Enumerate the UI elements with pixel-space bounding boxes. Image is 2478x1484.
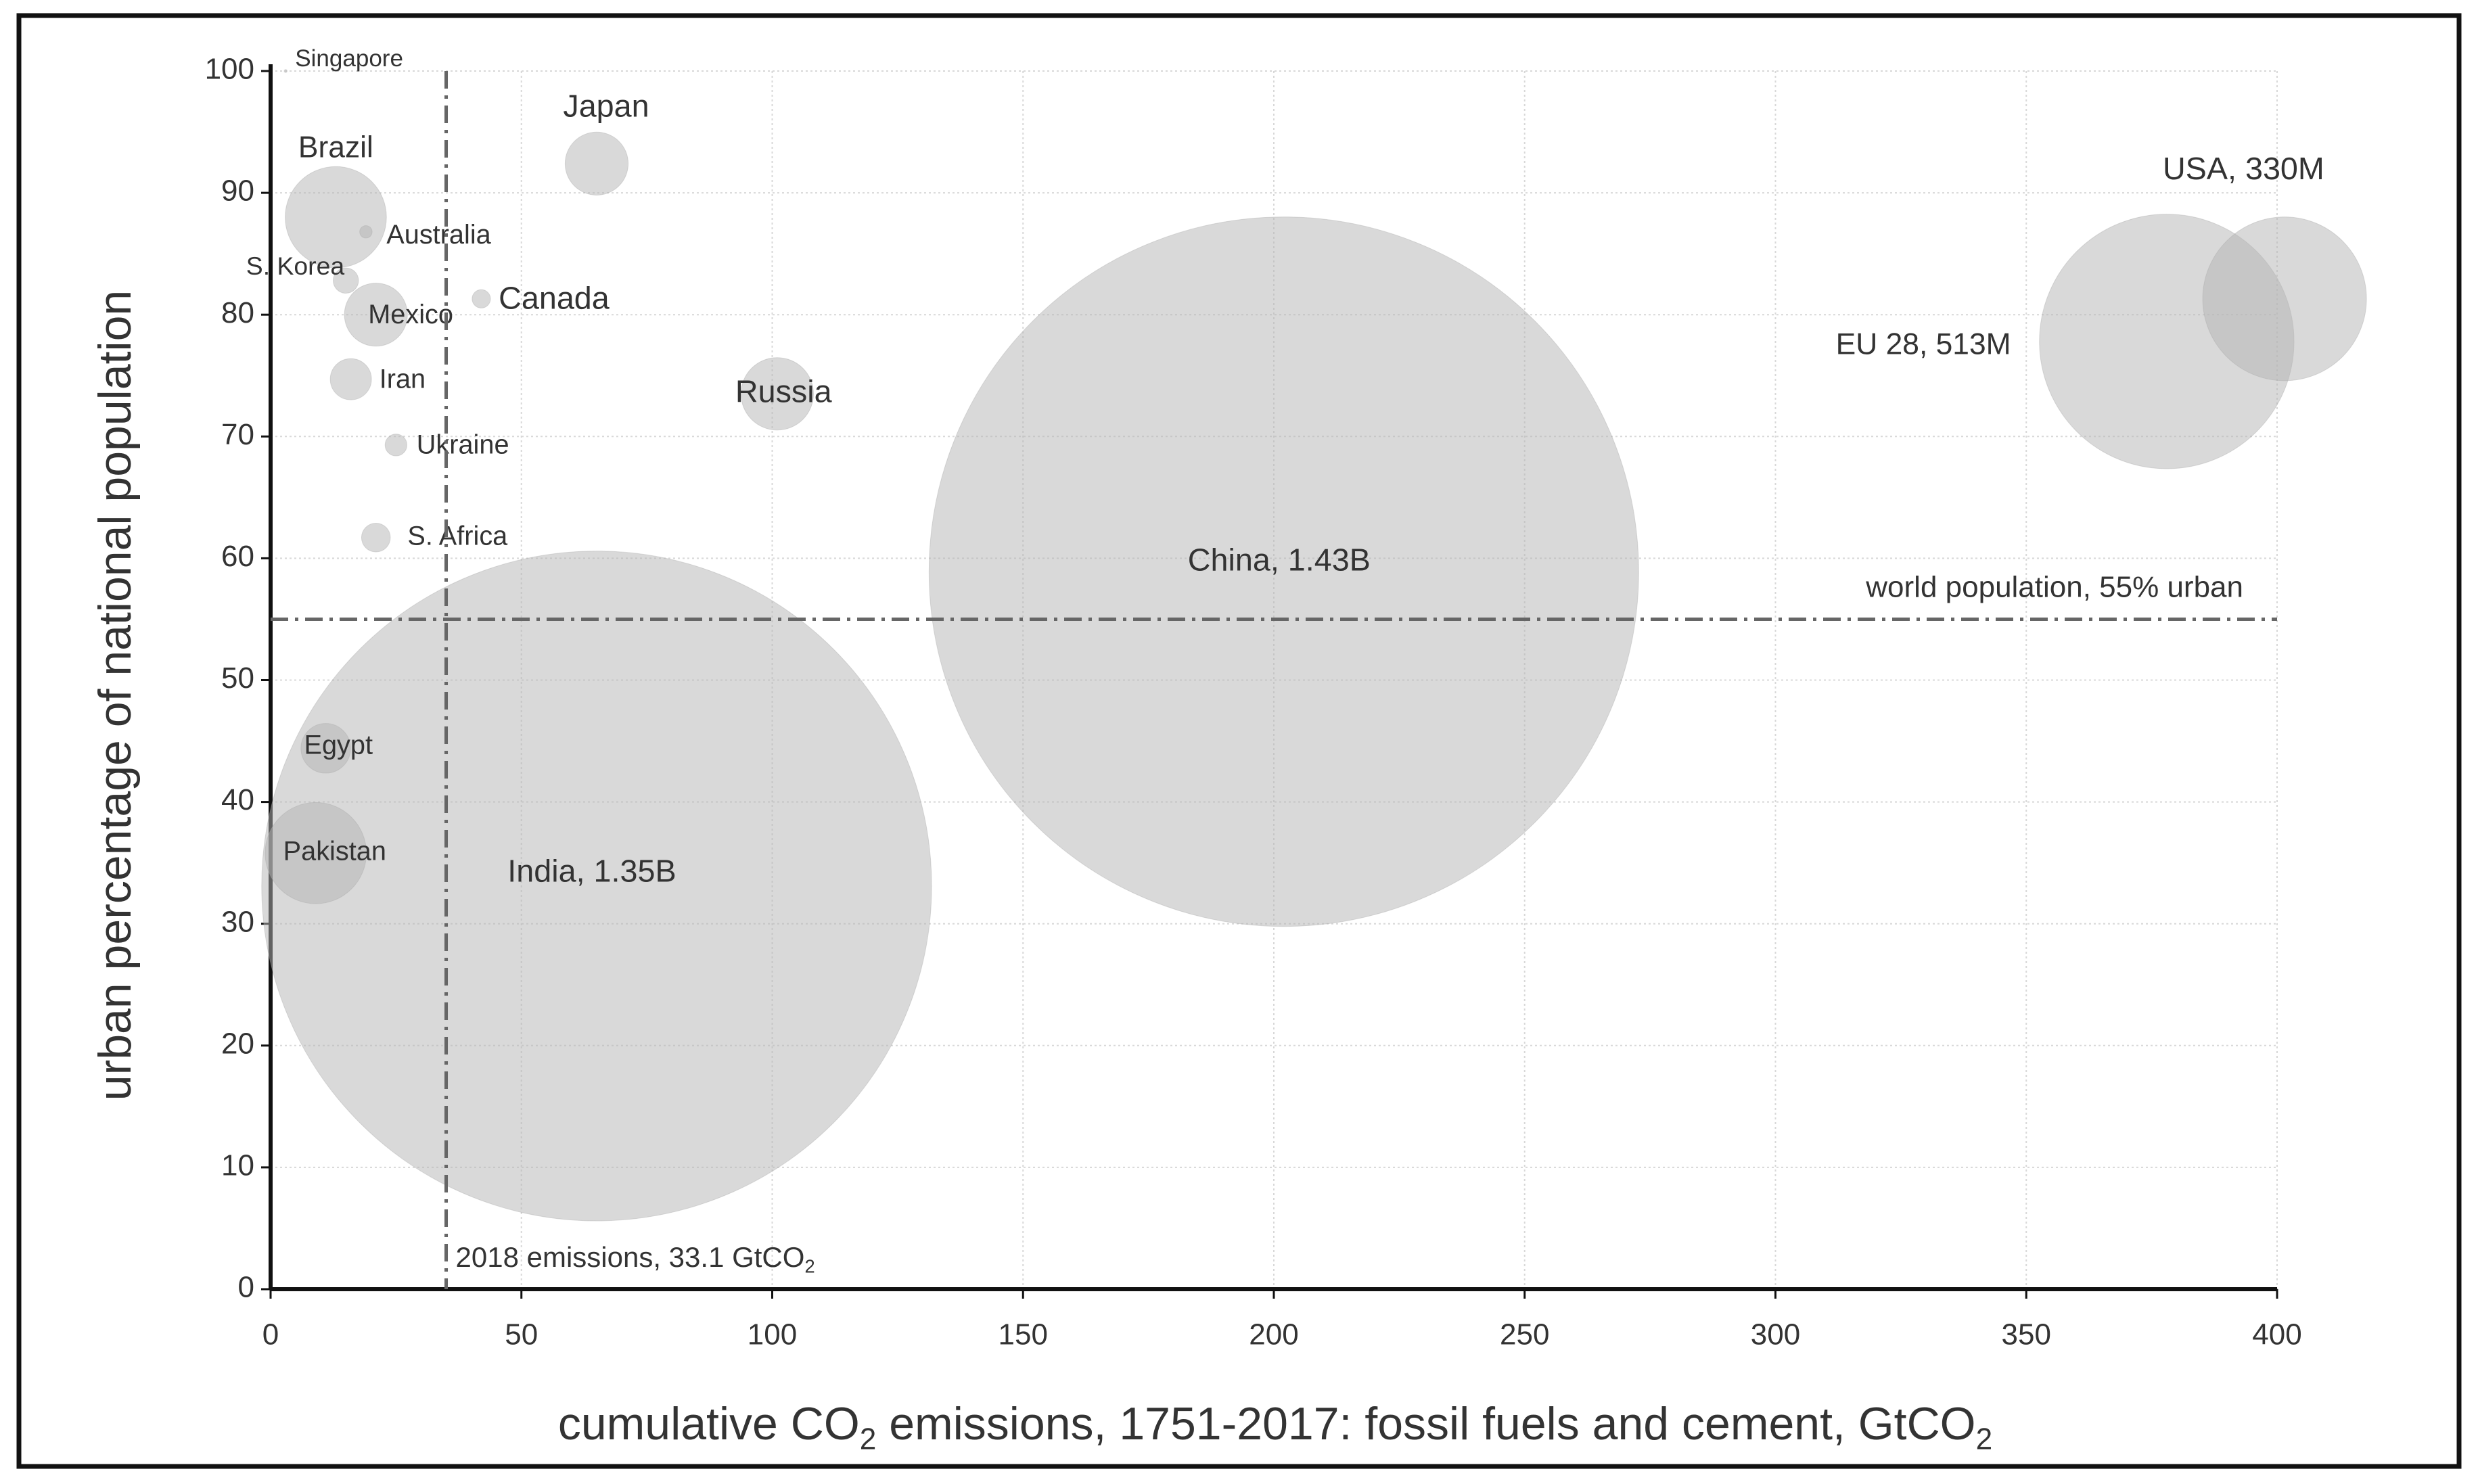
bubble-label: Canada — [499, 280, 610, 315]
bubble — [285, 166, 387, 269]
subscript: 2 — [804, 1256, 814, 1277]
y-tick-label: 100 — [205, 53, 254, 86]
bubble-label: S. Africa — [407, 521, 508, 551]
bubble — [472, 289, 491, 308]
x-tick-label: 300 — [1751, 1318, 1800, 1351]
text-part: emissions, 1751-2017: fossil fuels and c… — [876, 1398, 1975, 1450]
bubble — [300, 723, 351, 774]
bubble-label: USA, 330M — [2163, 151, 2324, 186]
text-part: cumulative CO — [558, 1398, 860, 1450]
bubble-label: Singapore — [295, 45, 403, 72]
bubble — [333, 267, 359, 294]
reference-label: world population, 55% urban — [1865, 570, 2243, 603]
bubble-label: Russia — [735, 374, 832, 409]
x-tick-label: 200 — [1249, 1318, 1298, 1351]
bubble — [359, 225, 373, 239]
bubble-label: Pakistan — [283, 837, 386, 866]
y-tick-label: 40 — [221, 783, 254, 816]
y-tick-label: 60 — [221, 540, 254, 573]
bubble-label: EU 28, 513M — [1836, 328, 2011, 361]
y-tick-label: 70 — [221, 418, 254, 451]
x-tick-label: 250 — [1500, 1318, 1549, 1351]
bubble-label: Mexico — [368, 300, 453, 329]
y-tick-label: 10 — [221, 1149, 254, 1182]
x-axis-title: cumulative CO2 emissions, 1751-2017: fos… — [558, 1398, 1992, 1456]
y-tick-label: 30 — [221, 905, 254, 938]
bubble-label: Ukraine — [417, 430, 509, 460]
subscript: 2 — [860, 1422, 877, 1456]
bubble — [265, 802, 367, 904]
x-tick-label: 400 — [2252, 1318, 2301, 1351]
x-tick-label: 0 — [262, 1318, 279, 1351]
bubble — [329, 358, 372, 400]
bubble — [384, 434, 408, 457]
text-part: world population, 55% urban — [1865, 570, 2243, 603]
y-tick-label: 20 — [221, 1027, 254, 1060]
bubble-label: Australia — [386, 220, 491, 250]
bubble-label: China, 1.43B — [1188, 542, 1371, 578]
bubble-label: Japan — [563, 88, 649, 123]
y-tick-label: 50 — [221, 662, 254, 695]
text-part: 2018 emissions, 33.1 GtCO — [456, 1241, 805, 1273]
subscript: 2 — [1976, 1422, 1993, 1456]
x-tick-label: 150 — [999, 1318, 1048, 1351]
reference-label: 2018 emissions, 33.1 GtCO2 — [456, 1241, 815, 1277]
bubble — [740, 357, 814, 431]
bubble-label: Egypt — [304, 731, 373, 760]
x-tick-label: 350 — [2002, 1318, 2051, 1351]
bubble — [928, 216, 1639, 927]
bubble-label: India, 1.35B — [507, 854, 676, 889]
bubble-label: Brazil — [298, 131, 373, 164]
bubble — [564, 131, 629, 195]
x-tick-label: 50 — [505, 1318, 538, 1351]
y-tick-label: 0 — [238, 1271, 254, 1304]
bubble — [361, 523, 391, 553]
bubble — [261, 551, 932, 1222]
y-axis-title: urban percentage of national population — [89, 290, 141, 1101]
bubble — [2202, 216, 2367, 381]
bubble-label: S. Korea — [246, 252, 345, 280]
bubble — [344, 283, 408, 347]
x-tick-label: 100 — [748, 1318, 797, 1351]
y-tick-label: 80 — [221, 296, 254, 329]
bubble-label: Iran — [380, 364, 426, 394]
bubble — [283, 69, 288, 73]
y-tick-label: 90 — [221, 175, 254, 208]
